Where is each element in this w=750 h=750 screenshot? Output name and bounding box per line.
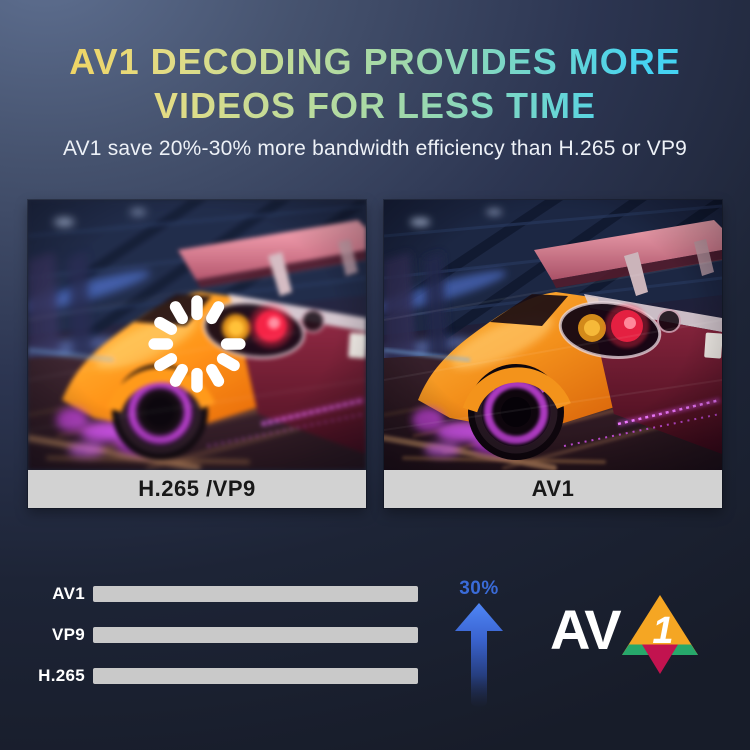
title-line-2: VIDEOS FOR LESS TIME xyxy=(153,85,597,126)
bar-label: VP9 xyxy=(51,625,85,644)
title-line-1: AV1 DECODING PROVIDES MORE xyxy=(69,41,681,82)
bar-row-vp9: VP9 xyxy=(30,625,418,644)
bar-track xyxy=(93,627,418,643)
av1-logo-text: AV xyxy=(550,598,622,661)
improvement-indicator: 30% xyxy=(451,578,507,718)
car-image-h265-vp9 xyxy=(28,200,366,470)
loading-spinner-icon xyxy=(148,295,246,393)
bar-row-h265: H.265 xyxy=(30,666,418,685)
bar-track xyxy=(93,668,418,684)
bar-label: AV1 xyxy=(52,584,85,603)
av1-logo: AV 1 xyxy=(550,588,700,681)
header: AV1 DECODING PROVIDES MORE VIDEOS FOR LES… xyxy=(0,40,750,161)
bandwidth-bar-chart: AV1 VP9 H.265 xyxy=(30,584,418,709)
bar-row-av1: AV1 xyxy=(30,584,418,603)
page-title: AV1 DECODING PROVIDES MORE VIDEOS FOR LES… xyxy=(50,40,700,128)
bar-label: H.265 xyxy=(38,666,85,685)
up-arrow-icon xyxy=(455,603,503,707)
codec-comparison: H.265 /VP9 AV1 xyxy=(28,200,722,508)
comparison-panel-h265-vp9: H.265 /VP9 xyxy=(28,200,366,508)
codec-caption-av1: AV1 xyxy=(531,476,575,501)
improvement-percent-label: 30% xyxy=(459,578,499,599)
car-image-av1 xyxy=(384,200,722,470)
page-subtitle: AV1 save 20%-30% more bandwidth efficien… xyxy=(62,137,688,160)
av1-logo-digit: 1 xyxy=(652,610,673,652)
av1-triangle-icon: 1 xyxy=(621,595,698,674)
codec-caption-h265-vp9: H.265 /VP9 xyxy=(138,476,256,501)
tunnel-car-illustration xyxy=(384,200,722,470)
comparison-panel-av1: AV1 xyxy=(384,200,722,508)
bar-track xyxy=(93,586,418,602)
